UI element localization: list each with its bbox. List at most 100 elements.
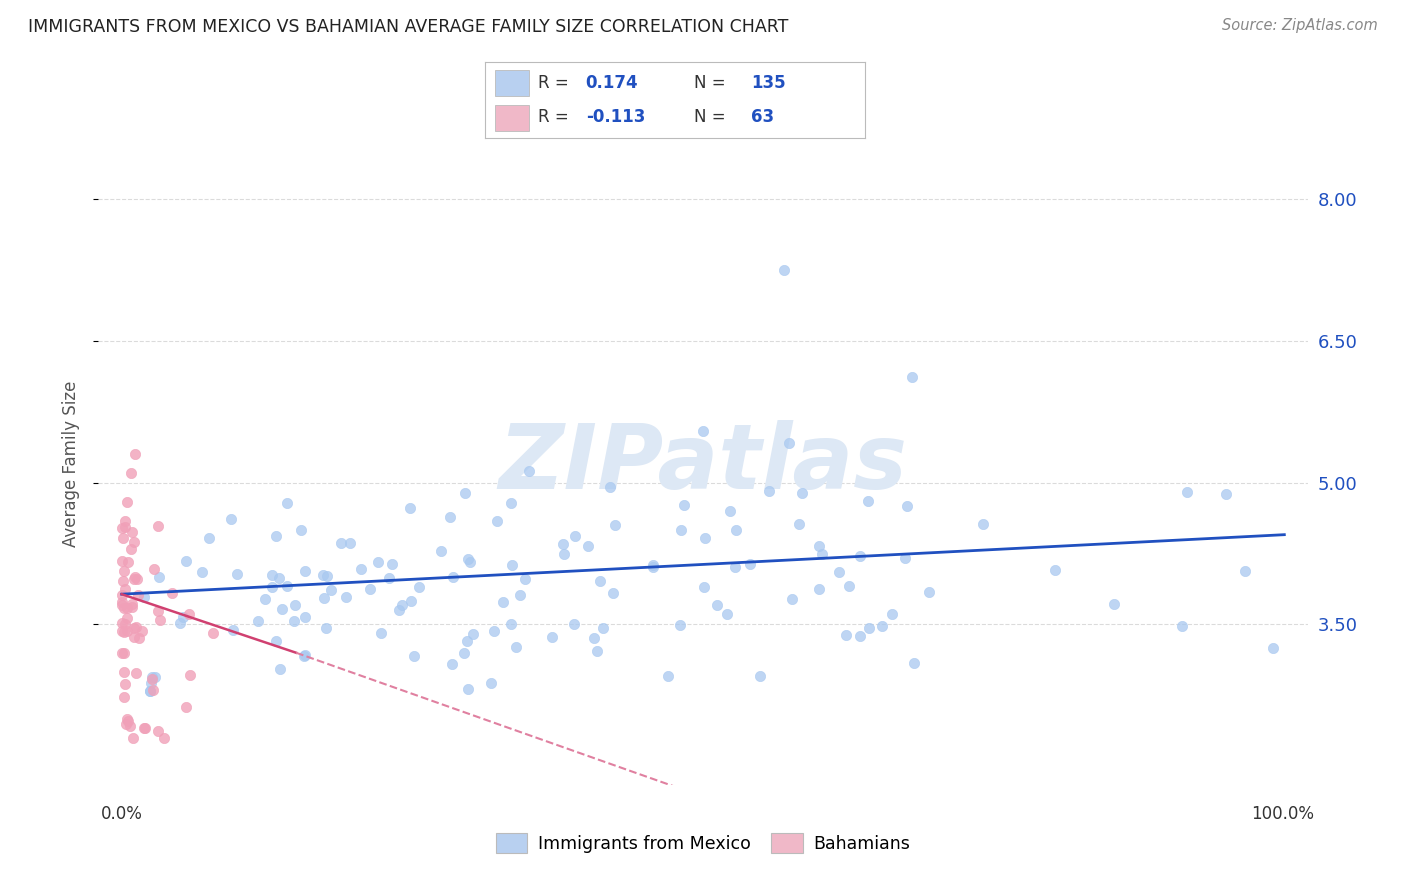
Point: [441, 570, 464, 584]
Point: [172, 610, 194, 624]
Point: [370, 626, 392, 640]
Point: [758, 484, 780, 499]
Point: [198, 531, 221, 545]
Point: [482, 624, 505, 638]
Point: [117, 712, 139, 726]
Point: [264, 634, 287, 648]
Point: [112, 624, 135, 639]
Point: [143, 562, 166, 576]
Point: [124, 570, 146, 584]
Point: [479, 675, 502, 690]
Point: [124, 630, 146, 644]
Point: [111, 646, 134, 660]
Point: [837, 579, 859, 593]
Text: R =: R =: [538, 73, 574, 92]
Text: 0.0%: 0.0%: [101, 805, 143, 822]
Point: [117, 624, 139, 638]
Point: [339, 535, 361, 549]
Point: [903, 657, 925, 671]
Point: [408, 580, 430, 594]
Point: [246, 614, 269, 628]
Point: [807, 539, 830, 553]
Point: [254, 591, 277, 606]
Point: [294, 610, 316, 624]
Point: [643, 558, 665, 572]
Point: [125, 666, 148, 681]
Point: [738, 557, 761, 571]
Point: [401, 594, 423, 608]
Point: [111, 554, 134, 568]
Point: [174, 554, 197, 568]
Point: [602, 586, 624, 600]
Point: [350, 561, 373, 575]
Point: [773, 263, 796, 277]
Point: [553, 537, 575, 551]
Y-axis label: Average Family Size: Average Family Size: [62, 381, 80, 547]
Point: [485, 514, 508, 528]
Point: [271, 602, 294, 616]
Legend: Immigrants from Mexico, Bahamians: Immigrants from Mexico, Bahamians: [489, 826, 917, 860]
Point: [849, 629, 872, 643]
Point: [262, 568, 284, 582]
Point: [127, 588, 149, 602]
Point: [391, 598, 413, 612]
Point: [896, 499, 918, 513]
Point: [669, 618, 692, 632]
Point: [127, 572, 149, 586]
Point: [457, 551, 479, 566]
Point: [120, 467, 142, 481]
Point: [1261, 640, 1284, 655]
Point: [122, 731, 145, 745]
Point: [115, 717, 138, 731]
Point: [111, 587, 134, 601]
Text: 135: 135: [751, 73, 786, 92]
Point: [131, 624, 153, 639]
Point: [807, 582, 830, 596]
Text: -0.113: -0.113: [586, 109, 645, 127]
Point: [576, 539, 599, 553]
Point: [706, 599, 728, 613]
Point: [112, 690, 135, 704]
Point: [160, 586, 183, 600]
Point: [330, 535, 353, 549]
Point: [517, 464, 540, 478]
Point: [114, 617, 136, 632]
Point: [1104, 597, 1126, 611]
Point: [115, 601, 138, 615]
Point: [142, 682, 165, 697]
Text: 63: 63: [751, 109, 773, 127]
Point: [174, 700, 197, 714]
Point: [672, 499, 695, 513]
Point: [454, 486, 477, 500]
Point: [453, 646, 475, 660]
Point: [858, 621, 880, 635]
Point: [283, 614, 305, 628]
Point: [114, 677, 136, 691]
Point: [269, 662, 291, 676]
Point: [266, 529, 288, 543]
Point: [219, 512, 242, 526]
Point: [111, 595, 134, 609]
Point: [724, 560, 747, 574]
Point: [114, 520, 136, 534]
Point: [589, 574, 612, 588]
Point: [440, 657, 463, 672]
Point: [693, 531, 716, 545]
Point: [835, 628, 858, 642]
Point: [112, 665, 135, 679]
Point: [120, 542, 142, 557]
Point: [146, 518, 169, 533]
Point: [148, 570, 170, 584]
Point: [146, 724, 169, 739]
Point: [134, 721, 156, 735]
Point: [111, 616, 134, 631]
Point: [143, 670, 166, 684]
Point: [657, 669, 679, 683]
Text: ZIPatlas: ZIPatlas: [499, 420, 907, 508]
Point: [117, 494, 139, 508]
Point: [335, 591, 357, 605]
Point: [292, 649, 315, 664]
Point: [111, 624, 134, 638]
Point: [582, 631, 605, 645]
Text: N =: N =: [695, 109, 731, 127]
